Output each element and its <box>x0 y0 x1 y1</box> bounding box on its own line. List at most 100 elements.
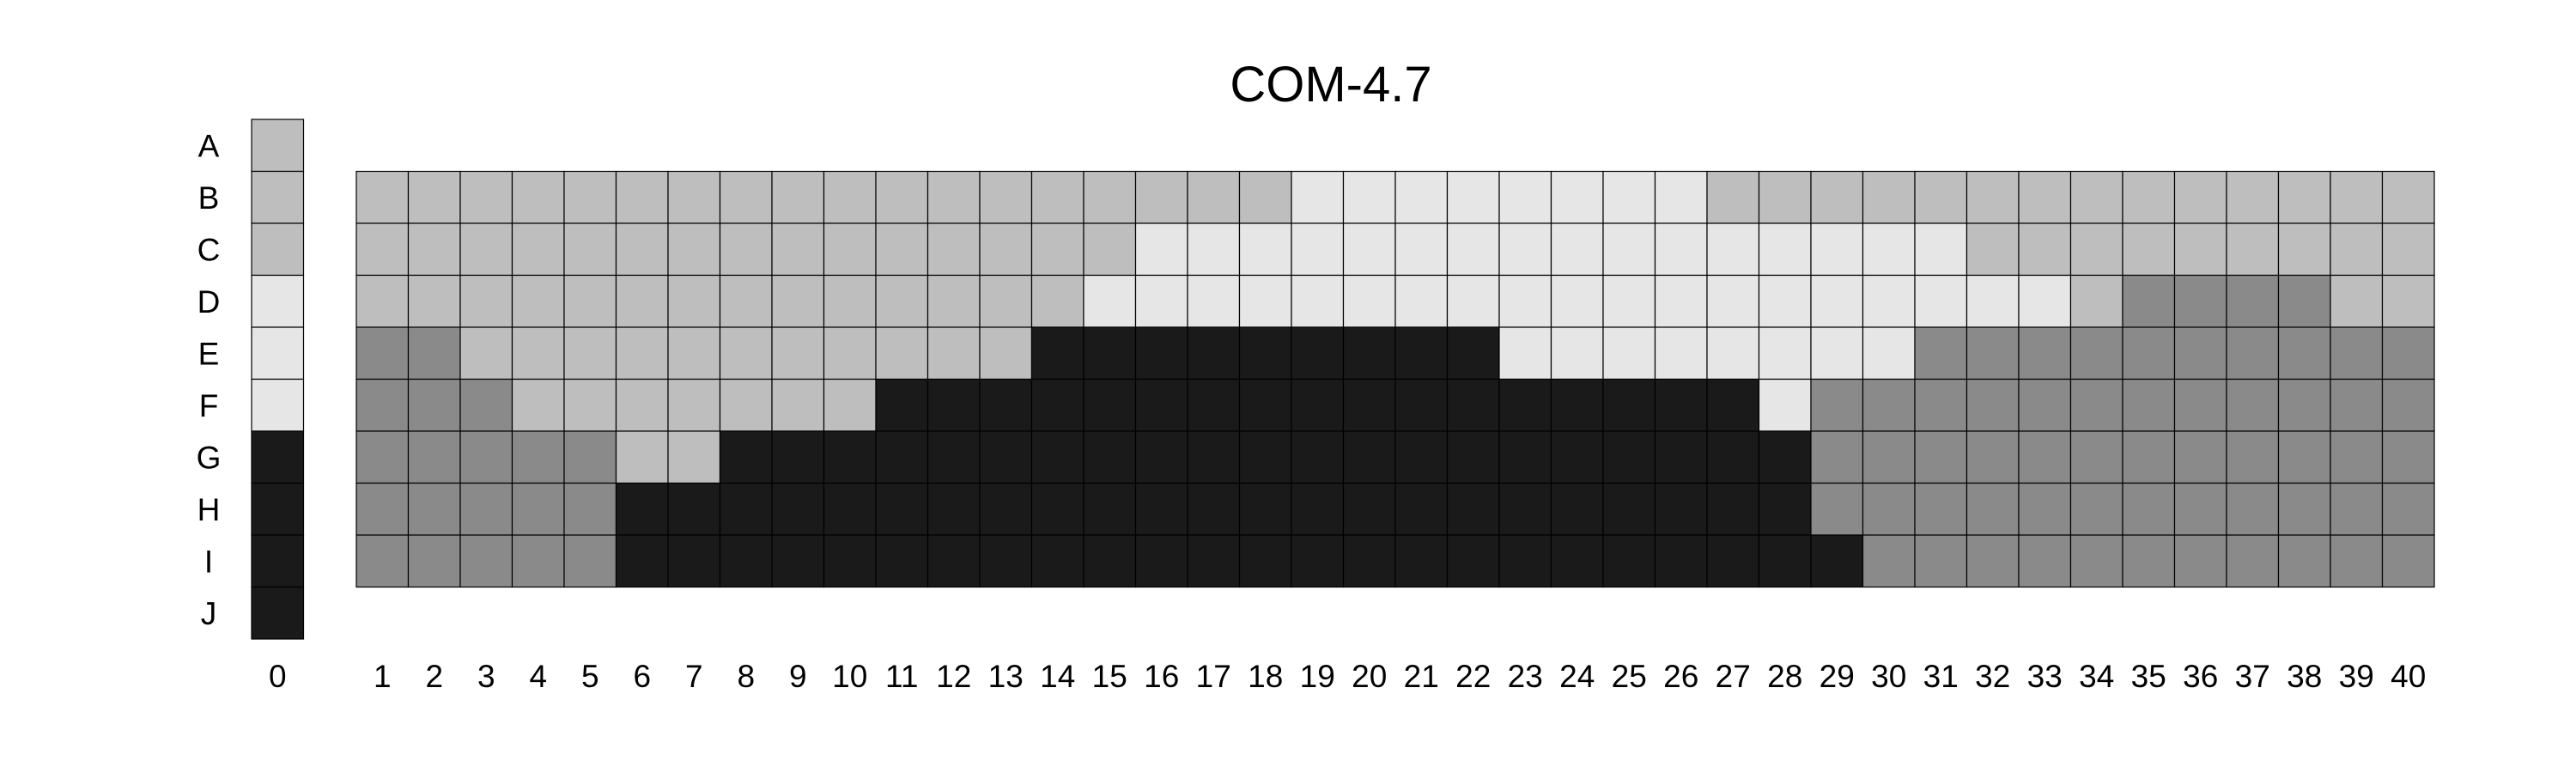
heatmap-cell <box>1134 482 1188 536</box>
heatmap-cell <box>875 378 929 432</box>
heatmap-cell <box>979 378 1033 432</box>
heatmap-cell <box>1134 170 1188 224</box>
heatmap-cell <box>355 378 410 432</box>
reference-cell <box>251 119 305 173</box>
heatmap-cell <box>1654 170 1708 224</box>
column-label: 33 <box>2027 659 2063 694</box>
heatmap-cell <box>2381 378 2435 432</box>
heatmap-cell <box>1030 378 1084 432</box>
heatmap-cell <box>1342 222 1396 277</box>
heatmap-cell <box>2226 170 2280 224</box>
column-label: 23 <box>1508 659 1543 694</box>
column-label: 20 <box>1352 659 1387 694</box>
heatmap-cell <box>667 534 721 588</box>
heatmap-cell <box>823 170 877 224</box>
heatmap-cell <box>563 170 617 224</box>
heatmap-cell <box>771 378 825 432</box>
heatmap-cell <box>1134 222 1188 277</box>
heatmap-cell <box>615 378 669 432</box>
heatmap-cell <box>511 274 565 328</box>
heatmap-cell <box>615 222 669 277</box>
heatmap-cell <box>2173 326 2227 380</box>
heatmap-cell <box>1862 222 1916 277</box>
heatmap-cell <box>667 482 721 536</box>
heatmap-cell <box>1291 378 1345 432</box>
heatmap-cell <box>1238 274 1292 328</box>
column-label: 18 <box>1248 659 1283 694</box>
heatmap-cell <box>1550 378 1604 432</box>
heatmap-cell <box>2069 326 2123 380</box>
heatmap-cell <box>1810 482 1864 536</box>
heatmap-cell <box>511 482 565 536</box>
heatmap-cell <box>1187 430 1241 484</box>
heatmap-grid <box>355 170 2435 588</box>
heatmap-cell <box>823 274 877 328</box>
column-label: 16 <box>1144 659 1179 694</box>
heatmap-cell <box>1654 274 1708 328</box>
heatmap-cell <box>2069 534 2123 588</box>
heatmap-cell <box>2173 378 2227 432</box>
heatmap-cell <box>1706 274 1760 328</box>
column-label: 2 <box>425 659 443 694</box>
heatmap-cell <box>1550 170 1604 224</box>
heatmap-cell <box>1134 430 1188 484</box>
column-label: 3 <box>477 659 495 694</box>
heatmap-cell <box>355 222 410 277</box>
heatmap-cell <box>2018 326 2072 380</box>
heatmap-cell <box>771 326 825 380</box>
reference-cell <box>251 430 305 484</box>
heatmap-cell <box>1706 378 1760 432</box>
heatmap-cell <box>1187 274 1241 328</box>
heatmap-cell <box>1810 430 1864 484</box>
heatmap-cell <box>1654 222 1708 277</box>
heatmap-cell <box>563 378 617 432</box>
heatmap-cell <box>1030 482 1084 536</box>
heatmap-cell <box>355 326 410 380</box>
heatmap-cell <box>1602 170 1656 224</box>
heatmap-cell <box>1238 430 1292 484</box>
heatmap-cell <box>2122 430 2176 484</box>
heatmap-cell <box>2277 534 2331 588</box>
heatmap-cell <box>927 274 981 328</box>
heatmap-cell <box>667 430 721 484</box>
heatmap-cell <box>667 378 721 432</box>
heatmap-cell <box>1706 482 1760 536</box>
heatmap-cell <box>1394 170 1449 224</box>
heatmap-cell <box>823 326 877 380</box>
row-label: G <box>197 440 222 475</box>
heatmap-cell <box>1291 482 1345 536</box>
heatmap-cell <box>927 378 981 432</box>
heatmap-cell <box>1965 274 2020 328</box>
heatmap-cell <box>1498 378 1552 432</box>
heatmap-cell <box>1291 170 1345 224</box>
heatmap-cell <box>1187 222 1241 277</box>
column-label: 1 <box>374 659 392 694</box>
column-label: 39 <box>2339 659 2374 694</box>
heatmap-cell <box>1965 430 2020 484</box>
heatmap-cell <box>563 534 617 588</box>
heatmap-cell <box>719 534 773 588</box>
heatmap-cell <box>1602 378 1656 432</box>
heatmap-cell <box>2226 378 2280 432</box>
heatmap-cell <box>1291 274 1345 328</box>
heatmap-cell <box>1083 170 1137 224</box>
heatmap-cell <box>667 326 721 380</box>
heatmap-cell <box>1446 326 1500 380</box>
heatmap-cell <box>2018 274 2072 328</box>
heatmap-cell <box>1706 430 1760 484</box>
row-label: E <box>198 336 220 371</box>
heatmap-cell <box>1602 222 1656 277</box>
heatmap-cell <box>875 482 929 536</box>
heatmap-cell <box>407 170 461 224</box>
heatmap-cell <box>875 222 929 277</box>
reference-cell <box>251 534 305 588</box>
heatmap-cell <box>875 534 929 588</box>
heatmap-cell <box>2069 482 2123 536</box>
heatmap-cell <box>1238 170 1292 224</box>
heatmap-cell <box>1394 326 1449 380</box>
heatmap-cell <box>1914 326 1968 380</box>
heatmap-cell <box>2381 482 2435 536</box>
row-label: H <box>197 492 221 527</box>
heatmap-cell <box>927 170 981 224</box>
heatmap-cell <box>1291 222 1345 277</box>
